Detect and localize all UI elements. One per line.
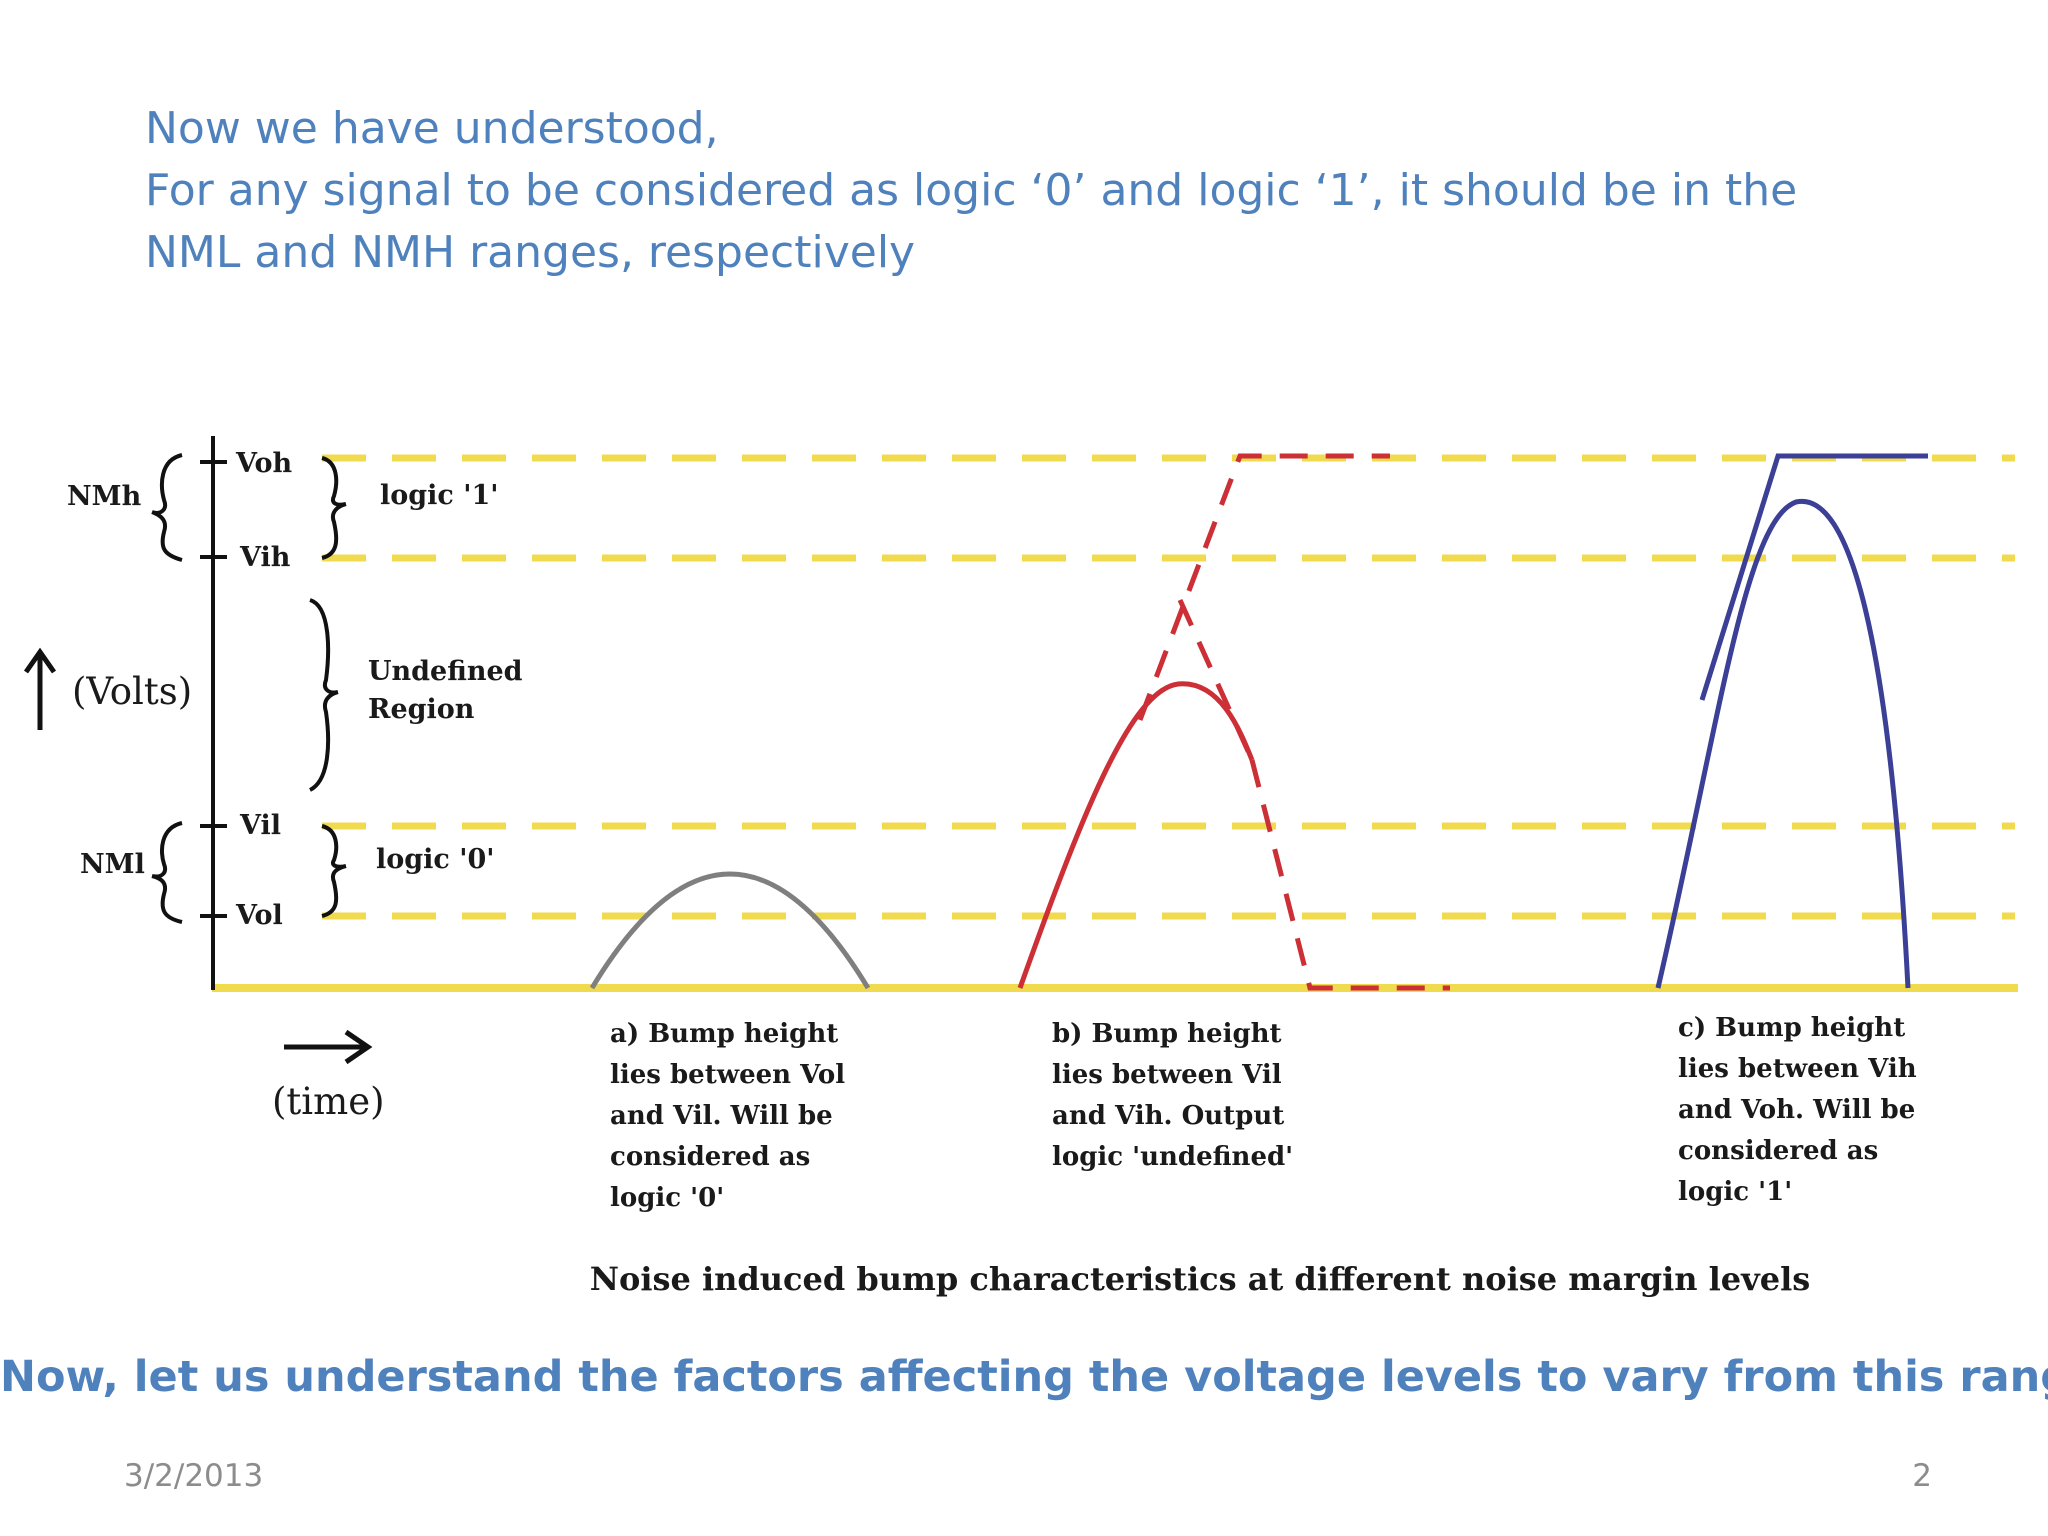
intro-text: Now we have understood, For any signal t… — [145, 98, 1945, 284]
diagram-title: Noise induced bump characteristics at di… — [590, 1260, 1811, 1298]
nmh-brace — [151, 453, 183, 562]
intro-line-1: Now we have understood, — [145, 103, 719, 154]
caption-a-line: considered as — [610, 1142, 810, 1172]
slide-page-number: 2 — [1912, 1458, 1932, 1494]
voh-label: Voh — [235, 448, 292, 479]
conclusion-text: Now, let us understand the factors affec… — [0, 1352, 2048, 1402]
intro-line-2: For any signal to be considered as logic… — [145, 165, 1798, 216]
nml-label: NMl — [80, 849, 145, 880]
vol-label: Vol — [235, 900, 283, 931]
bump-b-curve — [1017, 681, 1255, 989]
caption-c-line: logic '1' — [1678, 1177, 1792, 1207]
undefined-label-line1: Undefined — [368, 656, 523, 687]
bump-c-curve — [1655, 498, 1911, 989]
caption-a-line: lies between Vol — [610, 1060, 845, 1090]
bump-b — [1017, 453, 1450, 991]
caption-c-line: and Voh. Will be — [1678, 1095, 1915, 1125]
caption-a-line: and Vil. Will be — [610, 1101, 833, 1131]
slide-date: 3/2/2013 — [124, 1458, 264, 1494]
logic1-brace — [321, 456, 347, 560]
vih-label: Vih — [239, 542, 291, 573]
logic0-label: logic '0' — [376, 844, 495, 875]
voltage-level-lines — [212, 454, 2018, 992]
caption-c-line: c) Bump height — [1678, 1013, 1905, 1043]
intro-line-3: NML and NMH ranges, respectively — [145, 227, 916, 278]
volts-axis-label: (Volts) — [72, 670, 192, 713]
caption-c-line: lies between Vih — [1678, 1054, 1917, 1084]
time-axis-label: (time) — [272, 1080, 385, 1123]
bump-b-dashed-ideal — [1249, 759, 1450, 991]
undefined-brace — [308, 598, 339, 792]
caption-a-line: a) Bump height — [610, 1019, 838, 1049]
margin-braces — [151, 453, 183, 924]
bump-c-ideal-rise — [1699, 453, 1928, 701]
bump-c — [1655, 453, 1928, 989]
caption-a-line: logic '0' — [610, 1183, 724, 1213]
nmh-label: NMh — [67, 481, 142, 512]
vertical-axis — [200, 436, 227, 990]
caption-c: c) Bump height lies between Vih and Voh.… — [1678, 1013, 1917, 1207]
caption-b-line: lies between Vil — [1052, 1060, 1282, 1090]
caption-c-line: considered as — [1678, 1136, 1878, 1166]
nml-brace — [151, 821, 183, 924]
bump-a-curve — [589, 871, 871, 990]
vil-label: Vil — [239, 810, 281, 841]
up-arrow-icon — [23, 647, 57, 730]
caption-b-line: logic 'undefined' — [1052, 1142, 1293, 1172]
caption-a: a) Bump height lies between Vol and Vil.… — [610, 1019, 845, 1213]
logic0-brace — [321, 824, 347, 918]
caption-b: b) Bump height lies between Vil and Vih.… — [1052, 1019, 1293, 1172]
logic1-label: logic '1' — [380, 480, 499, 511]
region-braces — [308, 456, 347, 918]
bump-b-dashed-rise — [1137, 453, 1390, 721]
right-arrow-icon — [284, 1029, 373, 1065]
bump-b-dashed-fall — [1177, 598, 1255, 762]
undefined-label-line2: Region — [368, 694, 475, 725]
caption-b-line: and Vih. Output — [1052, 1101, 1284, 1131]
caption-b-line: b) Bump height — [1052, 1019, 1282, 1049]
